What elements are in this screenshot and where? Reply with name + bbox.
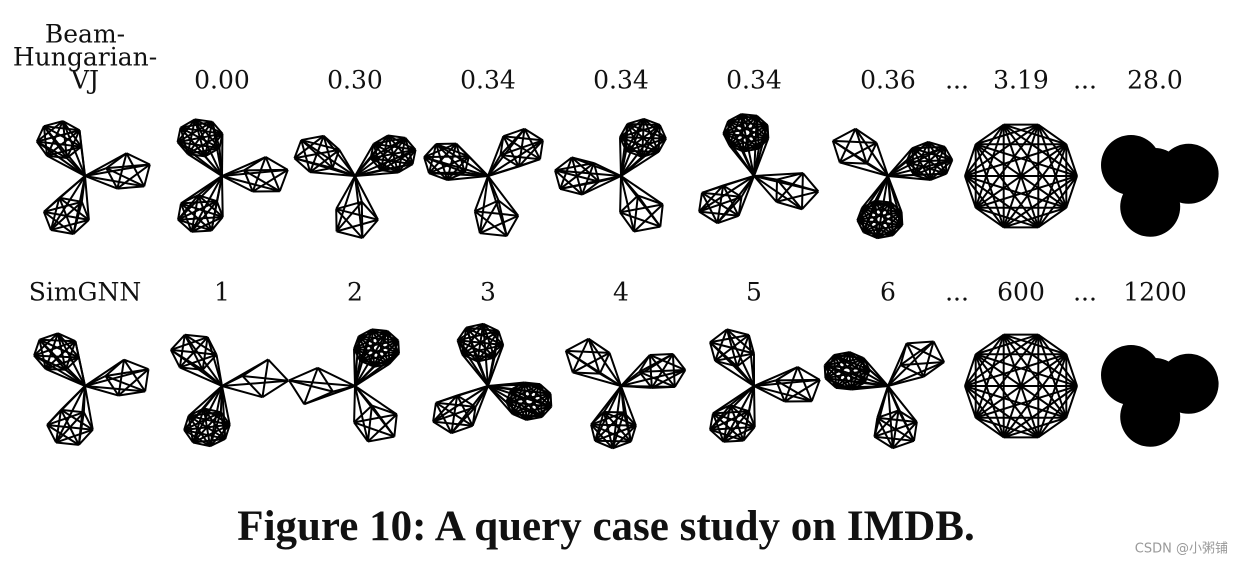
score: ... <box>945 278 969 307</box>
score: 3 <box>480 278 496 307</box>
graph <box>555 119 666 232</box>
edge <box>673 354 675 387</box>
graph <box>1101 345 1219 447</box>
edge <box>61 386 85 410</box>
edge <box>650 355 652 388</box>
edge <box>888 175 914 176</box>
watermark: CSDN @小粥铺 <box>1135 541 1228 557</box>
graph <box>699 114 818 223</box>
graph <box>178 119 288 231</box>
edge <box>85 360 124 386</box>
graph <box>825 341 944 448</box>
graph <box>424 129 543 236</box>
score: ... <box>1073 278 1097 307</box>
score: 5 <box>746 278 762 307</box>
graph <box>566 339 685 449</box>
edge <box>304 386 355 404</box>
graph <box>171 335 288 446</box>
blob-part <box>1127 148 1183 204</box>
edge <box>566 351 610 353</box>
graph <box>833 129 952 238</box>
edge <box>914 174 946 175</box>
blob-part <box>1127 358 1183 414</box>
edge <box>652 387 675 388</box>
graph <box>294 135 415 238</box>
edge <box>192 231 212 232</box>
edge <box>833 141 877 143</box>
score: 2 <box>347 278 363 307</box>
score: 6 <box>880 278 896 307</box>
graph <box>965 125 1077 228</box>
score: 0.34 <box>726 66 782 95</box>
edge <box>222 176 223 217</box>
edge <box>424 156 469 157</box>
graph <box>965 335 1077 438</box>
edge <box>591 425 636 426</box>
edge <box>659 125 660 152</box>
edge <box>907 341 934 343</box>
edge <box>724 441 744 442</box>
edge <box>802 173 803 209</box>
score: ... <box>945 66 969 95</box>
score: 0.34 <box>460 66 516 95</box>
score: 0.36 <box>860 66 916 95</box>
edge <box>39 340 75 342</box>
score: 4 <box>613 278 629 307</box>
edge <box>650 354 673 355</box>
row-label: VJ <box>70 66 99 95</box>
score: 0.30 <box>327 66 383 95</box>
caption: Figure 10: A query case study on IMDB. <box>237 503 974 550</box>
edge <box>368 406 372 442</box>
score: 0.34 <box>593 66 649 95</box>
graph <box>710 329 820 441</box>
score: 600 <box>997 278 1045 307</box>
score: 0.00 <box>194 66 250 95</box>
score: 1 <box>214 278 230 307</box>
edge <box>634 196 638 232</box>
edge <box>354 386 355 422</box>
row-label: SimGNN <box>29 278 142 307</box>
graph <box>1101 135 1219 237</box>
graph <box>37 121 150 234</box>
graph <box>34 333 148 445</box>
edge <box>877 386 888 418</box>
edge <box>620 176 621 212</box>
edge <box>754 386 755 427</box>
score: 3.19 <box>993 66 1049 95</box>
score: 1200 <box>1123 278 1187 307</box>
graph <box>433 324 551 433</box>
edge <box>268 360 288 381</box>
graph <box>289 329 399 441</box>
score: ... <box>1073 66 1097 95</box>
score: 28.0 <box>1127 66 1183 95</box>
edge <box>488 176 507 236</box>
